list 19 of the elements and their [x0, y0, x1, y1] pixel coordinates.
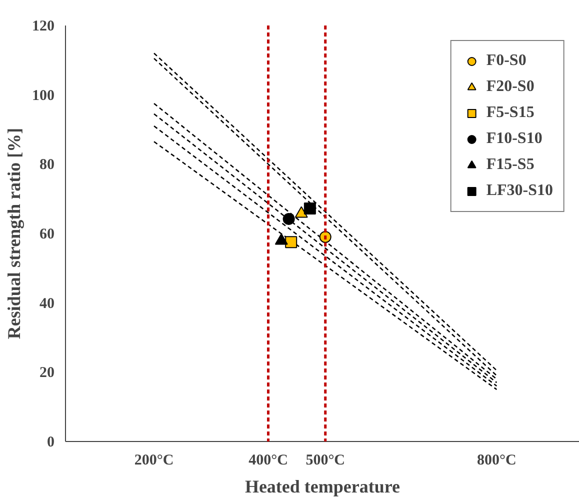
y-tick-label: 40: [40, 296, 54, 312]
legend-label: F20-S0: [486, 78, 534, 96]
y-tick-label: 0: [47, 434, 54, 450]
legend-label: F15-S5: [486, 156, 534, 174]
legend-label: F0-S0: [486, 52, 526, 70]
legend-label: LF30-S10: [486, 182, 553, 200]
y-tick-label: 80: [40, 157, 54, 174]
x-tick-label: 800°C: [477, 452, 516, 468]
x-axis-title: Heated temperature: [244, 476, 400, 496]
y-tick-label: 20: [40, 365, 54, 382]
legend-label: F10-S10: [486, 130, 542, 148]
y-tick-label: 100: [32, 88, 54, 104]
x-tick-label: 400°C: [248, 452, 288, 468]
x-tick-label: 500°C: [306, 452, 346, 468]
y-tick-label: 60: [40, 226, 54, 242]
y-axis-title: Residual strength ratio [%]: [4, 128, 24, 340]
y-tick-label: 120: [32, 18, 54, 34]
x-tick-label: 200°C: [134, 452, 174, 468]
legend-label: F5-S15: [486, 104, 534, 122]
